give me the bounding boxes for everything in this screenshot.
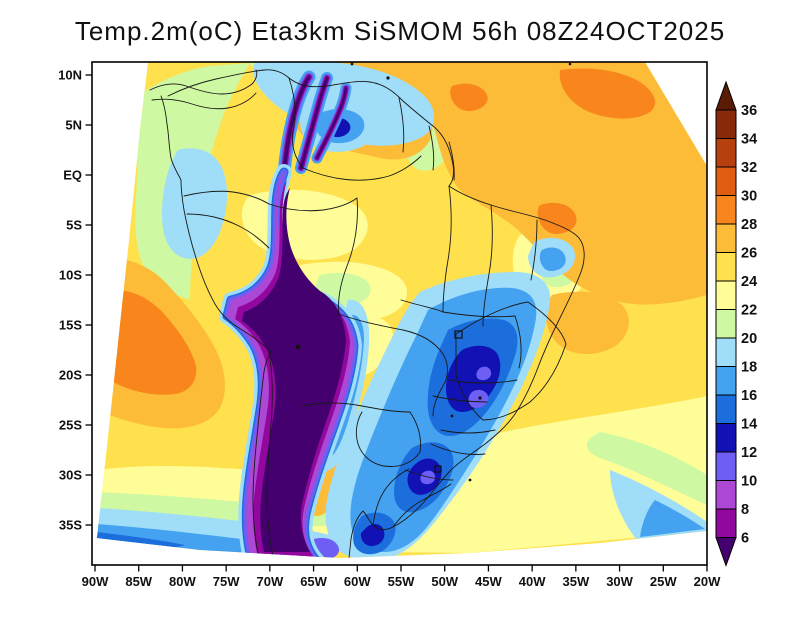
lat-tick-label: 35S (59, 518, 82, 533)
lat-tick-label: 5N (65, 118, 82, 133)
colorbar-tick-label: 22 (741, 303, 757, 319)
colorbar-segment (715, 252, 737, 282)
lon-tick-label: 40W (519, 574, 546, 589)
lon-tick-label: 35W (562, 574, 589, 589)
lon-tick-label: 90W (82, 574, 109, 589)
station-marker (454, 330, 463, 339)
lat-tick-label: 5S (66, 218, 82, 233)
colorbar-tick-label: 32 (741, 160, 757, 176)
colorbar-tick-label: 30 (741, 189, 757, 205)
colorbar-tick-label: 34 (741, 132, 757, 148)
island-lake-speck (568, 62, 572, 66)
lat-tick-label: 20S (59, 368, 82, 383)
colorbar-tick-label: 28 (741, 217, 757, 233)
lat-tick-label: 30S (59, 468, 82, 483)
station-marker (434, 465, 442, 473)
colorbar: 36 34 32 30 28 26 24 22 20 18 16 14 12 10 8 6 (715, 80, 757, 567)
lat-tick-label: 15S (59, 318, 82, 333)
colorbar-segment (715, 423, 737, 453)
colorbar-segment (715, 166, 737, 196)
colorbar-tick-label: 20 (741, 331, 757, 347)
lon-tick-label: 65W (300, 574, 327, 589)
island-lake-speck (295, 344, 301, 350)
island-lake-speck (98, 174, 102, 178)
lon-tick-label: 55W (388, 574, 415, 589)
island-lake-speck (112, 176, 116, 180)
lon-tick-label: 45W (475, 574, 502, 589)
island-lake-speck (478, 396, 482, 400)
lat-tick-label: EQ (63, 168, 82, 183)
island-lake-speck (97, 188, 99, 192)
colorbar-segment (715, 309, 737, 339)
colorbar-below-min-arrow (715, 537, 737, 567)
colorbar-tick-label: 10 (741, 474, 757, 490)
colorbar-tick-label: 24 (741, 274, 757, 290)
lon-tick-label: 70W (256, 574, 283, 589)
lon-tick-label: 25W (650, 574, 677, 589)
lat-tick-label: 25S (59, 418, 82, 433)
colorbar-segment (715, 138, 737, 168)
colorbar-tick-label: 12 (741, 445, 757, 461)
colorbar-tick-label: 18 (741, 360, 757, 376)
island-lake-speck (450, 414, 454, 418)
lon-tick-label: 30W (606, 574, 633, 589)
lon-tick-label: 60W (344, 574, 371, 589)
lat-tick-label: 10N (58, 68, 82, 83)
colorbar-tick-label: 14 (741, 417, 757, 433)
colorbar-segment (715, 366, 737, 396)
plot-title: Temp.2m(oC) Eta3km SiSMOM 56h 08Z24OCT20… (74, 16, 726, 46)
colorbar-segment (715, 195, 737, 225)
country-borders (97, 62, 585, 558)
colorbar-segment (715, 451, 737, 481)
lon-tick-label: 50W (431, 574, 458, 589)
island-lake-speck (105, 182, 109, 186)
lon-tick-label: 85W (125, 574, 152, 589)
colorbar-segment (715, 109, 737, 139)
island-lake-speck (386, 76, 390, 80)
island-lake-speck (350, 62, 354, 66)
colorbar-tick-label: 36 (741, 103, 757, 119)
colorbar-segment (715, 337, 737, 367)
colorbar-segment (715, 280, 737, 310)
colorbar-segment (715, 223, 737, 253)
colorbar-tick-label: 16 (741, 388, 757, 404)
plot-frame (91, 61, 708, 566)
colorbar-tick-label: 26 (741, 246, 757, 262)
lon-tick-label: 75W (213, 574, 240, 589)
lon-tick-label: 80W (169, 574, 196, 589)
island-lake-speck (468, 478, 472, 482)
colorbar-tick-label: 8 (741, 502, 749, 518)
lon-tick-label: 20W (694, 574, 721, 589)
colorbar-tick-label: 6 (741, 531, 749, 547)
colorbar-segment (715, 480, 737, 510)
colorbar-segment (715, 508, 737, 538)
longitude-axis: 90W 85W 80W 75W 70W 65W 60W 55W 50W 45W 40W 35W 30W 2… (82, 565, 721, 589)
colorbar-segment (715, 394, 737, 424)
temperature-field (97, 62, 707, 558)
colorbar-above-max-arrow (715, 80, 737, 111)
latitude-axis: 10N 5N EQ 5S 10S 15S 20S 25S 30S 35S (58, 68, 92, 533)
lat-tick-label: 10S (59, 268, 82, 283)
